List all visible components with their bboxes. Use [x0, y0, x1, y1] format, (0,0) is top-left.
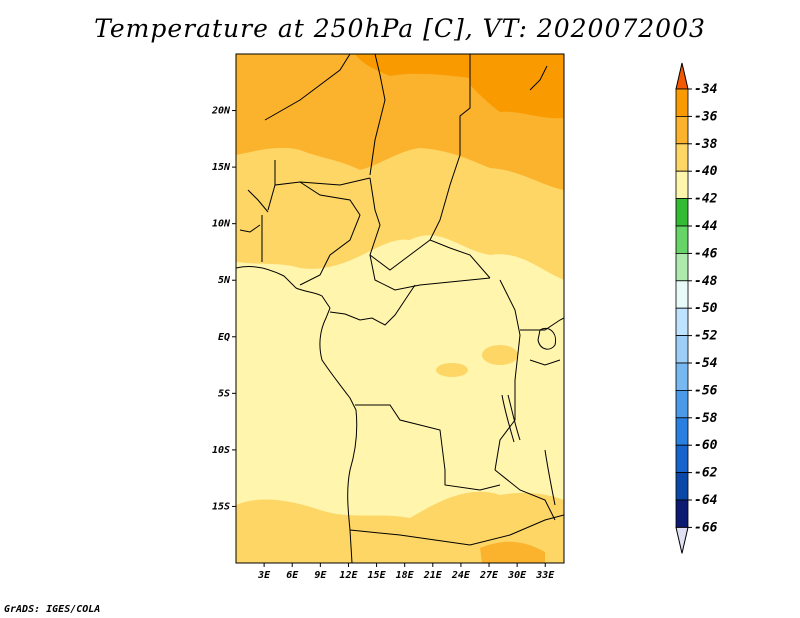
colorbar-box: [675, 472, 689, 501]
field-band-36b: [355, 54, 470, 78]
colorbar-label: -56: [694, 383, 718, 398]
field-band-south-warm: [480, 541, 545, 563]
lon-tick-label: 3E: [257, 570, 271, 581]
border-nigeria: [267, 181, 361, 286]
colorbar-label: -58: [694, 411, 718, 426]
lat-tick-label: 15N: [212, 162, 231, 173]
colorbar-box: [675, 389, 689, 419]
colorbar-top-arrow: [675, 62, 689, 90]
temperature-field: [236, 54, 564, 563]
colorbar-label: -36: [694, 109, 718, 124]
colorbar-label: -34: [694, 82, 718, 97]
map-frame: [235, 53, 565, 564]
colorbar: -34 -36 -38 -40 -42 -44 -46 -48 -50 -52 -54 -56 -58 -…: [675, 62, 718, 554]
border-east: [520, 317, 564, 366]
colorbar-label: -62: [694, 466, 718, 481]
border-westafrica: [239, 189, 269, 262]
colorbar-box: [675, 252, 689, 282]
colorbar-label: -48: [694, 274, 718, 289]
lon-tick-label: 9E: [314, 570, 327, 581]
border-libya-egypt: [459, 54, 471, 155]
lon-tick-label: 6E: [286, 570, 299, 581]
lon-tick-label: 21E: [423, 570, 443, 581]
border-car: [369, 254, 491, 291]
border-namibia: [349, 514, 564, 546]
colorbar-box: [675, 362, 689, 391]
colorbar-box: [675, 280, 689, 309]
latitude-axis: 20N 15N 10N 5N EQ 5S 10S 15S: [211, 106, 236, 512]
colorbar-label: -64: [694, 493, 718, 508]
lat-tick-label: 5S: [218, 388, 230, 399]
border-congo: [329, 284, 416, 326]
colorbar-label: -52: [694, 329, 718, 344]
coastline: [236, 265, 358, 563]
colorbar-label: -60: [694, 438, 718, 453]
lat-tick-label: EQ: [218, 332, 230, 343]
lon-tick-label: 15E: [368, 570, 387, 581]
border-zambia: [494, 469, 556, 521]
colorbar-box: [675, 307, 689, 337]
colorbar-box: [675, 335, 689, 364]
lon-tick-label: 18E: [396, 570, 415, 581]
border-drc-east: [494, 279, 521, 471]
colorbar-box: [675, 417, 689, 446]
map-borders: [236, 54, 564, 563]
colorbar-box: [675, 444, 689, 474]
lake-victoria: [537, 327, 557, 350]
colorbar-box: [675, 225, 689, 254]
colorbar-box: [675, 198, 689, 227]
colorbar-label: -42: [694, 192, 718, 207]
chart-title: Temperature at 250hPa [C], VT: 202007200…: [94, 14, 706, 43]
field-patch-central: [436, 363, 468, 377]
colorbar-label: -66: [694, 520, 718, 535]
lat-tick-label: 15S: [212, 501, 230, 512]
colorbar-label: -38: [694, 137, 718, 152]
colorbar-label: -50: [694, 301, 718, 316]
border-libya: [369, 54, 386, 176]
field-band-south: [236, 491, 564, 563]
lon-tick-label: 27E: [479, 570, 499, 581]
lake-tanganyika: [501, 394, 521, 443]
field-band-36: [470, 54, 564, 119]
colorbar-label: -44: [694, 219, 718, 234]
lake-malawi: [544, 449, 556, 506]
nile-coast: [529, 65, 548, 91]
lon-tick-label: 33E: [535, 570, 555, 581]
lat-tick-label: 5N: [218, 275, 231, 286]
lat-tick-label: 10S: [212, 445, 230, 456]
longitude-axis: 3E 6E 9E 12E 15E 18E 21E 24E 27E 30E 33E: [257, 563, 555, 581]
lat-tick-label: 10N: [212, 219, 231, 230]
colorbar-box: [675, 116, 689, 145]
lat-tick-label: 20N: [211, 106, 231, 117]
colorbar-label: -40: [694, 164, 718, 179]
colorbar-box: [675, 143, 689, 172]
colorbar-box: [675, 170, 689, 199]
border-angola: [355, 404, 501, 491]
colorbar-label: -46: [694, 246, 718, 261]
field-patch-east: [482, 345, 518, 365]
lon-tick-label: 30E: [507, 570, 527, 581]
border-algeria: [264, 54, 351, 121]
colorbar-box: [675, 88, 689, 117]
colorbar-label: -54: [694, 356, 718, 371]
credit-text: GrADS: IGES/COLA: [4, 604, 101, 615]
colorbar-box: [675, 499, 689, 528]
colorbar-bottom-arrow: [675, 526, 689, 554]
lon-tick-label: 12E: [339, 570, 358, 581]
lon-tick-label: 24E: [451, 570, 471, 581]
